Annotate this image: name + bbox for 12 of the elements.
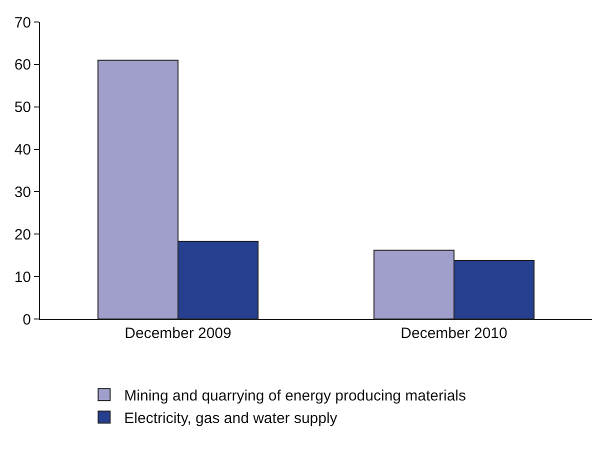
y-tick-label: 0 <box>22 311 31 328</box>
y-tick-label: 20 <box>14 226 31 244</box>
y-tick-label: 70 <box>14 14 31 32</box>
legend-label: Mining and quarrying of energy producing materials <box>124 388 466 404</box>
legend-label: Electricity, gas and water supply <box>124 410 338 427</box>
y-tick-label: 30 <box>14 184 31 201</box>
x-tick-label: December 2009 <box>124 325 232 342</box>
y-tick-label: 60 <box>14 56 31 74</box>
y-tick-label: 50 <box>14 99 31 116</box>
y-tick-label: 40 <box>14 142 31 159</box>
x-tick-label: December 2010 <box>400 325 508 342</box>
y-tick-label: 10 <box>14 268 31 286</box>
